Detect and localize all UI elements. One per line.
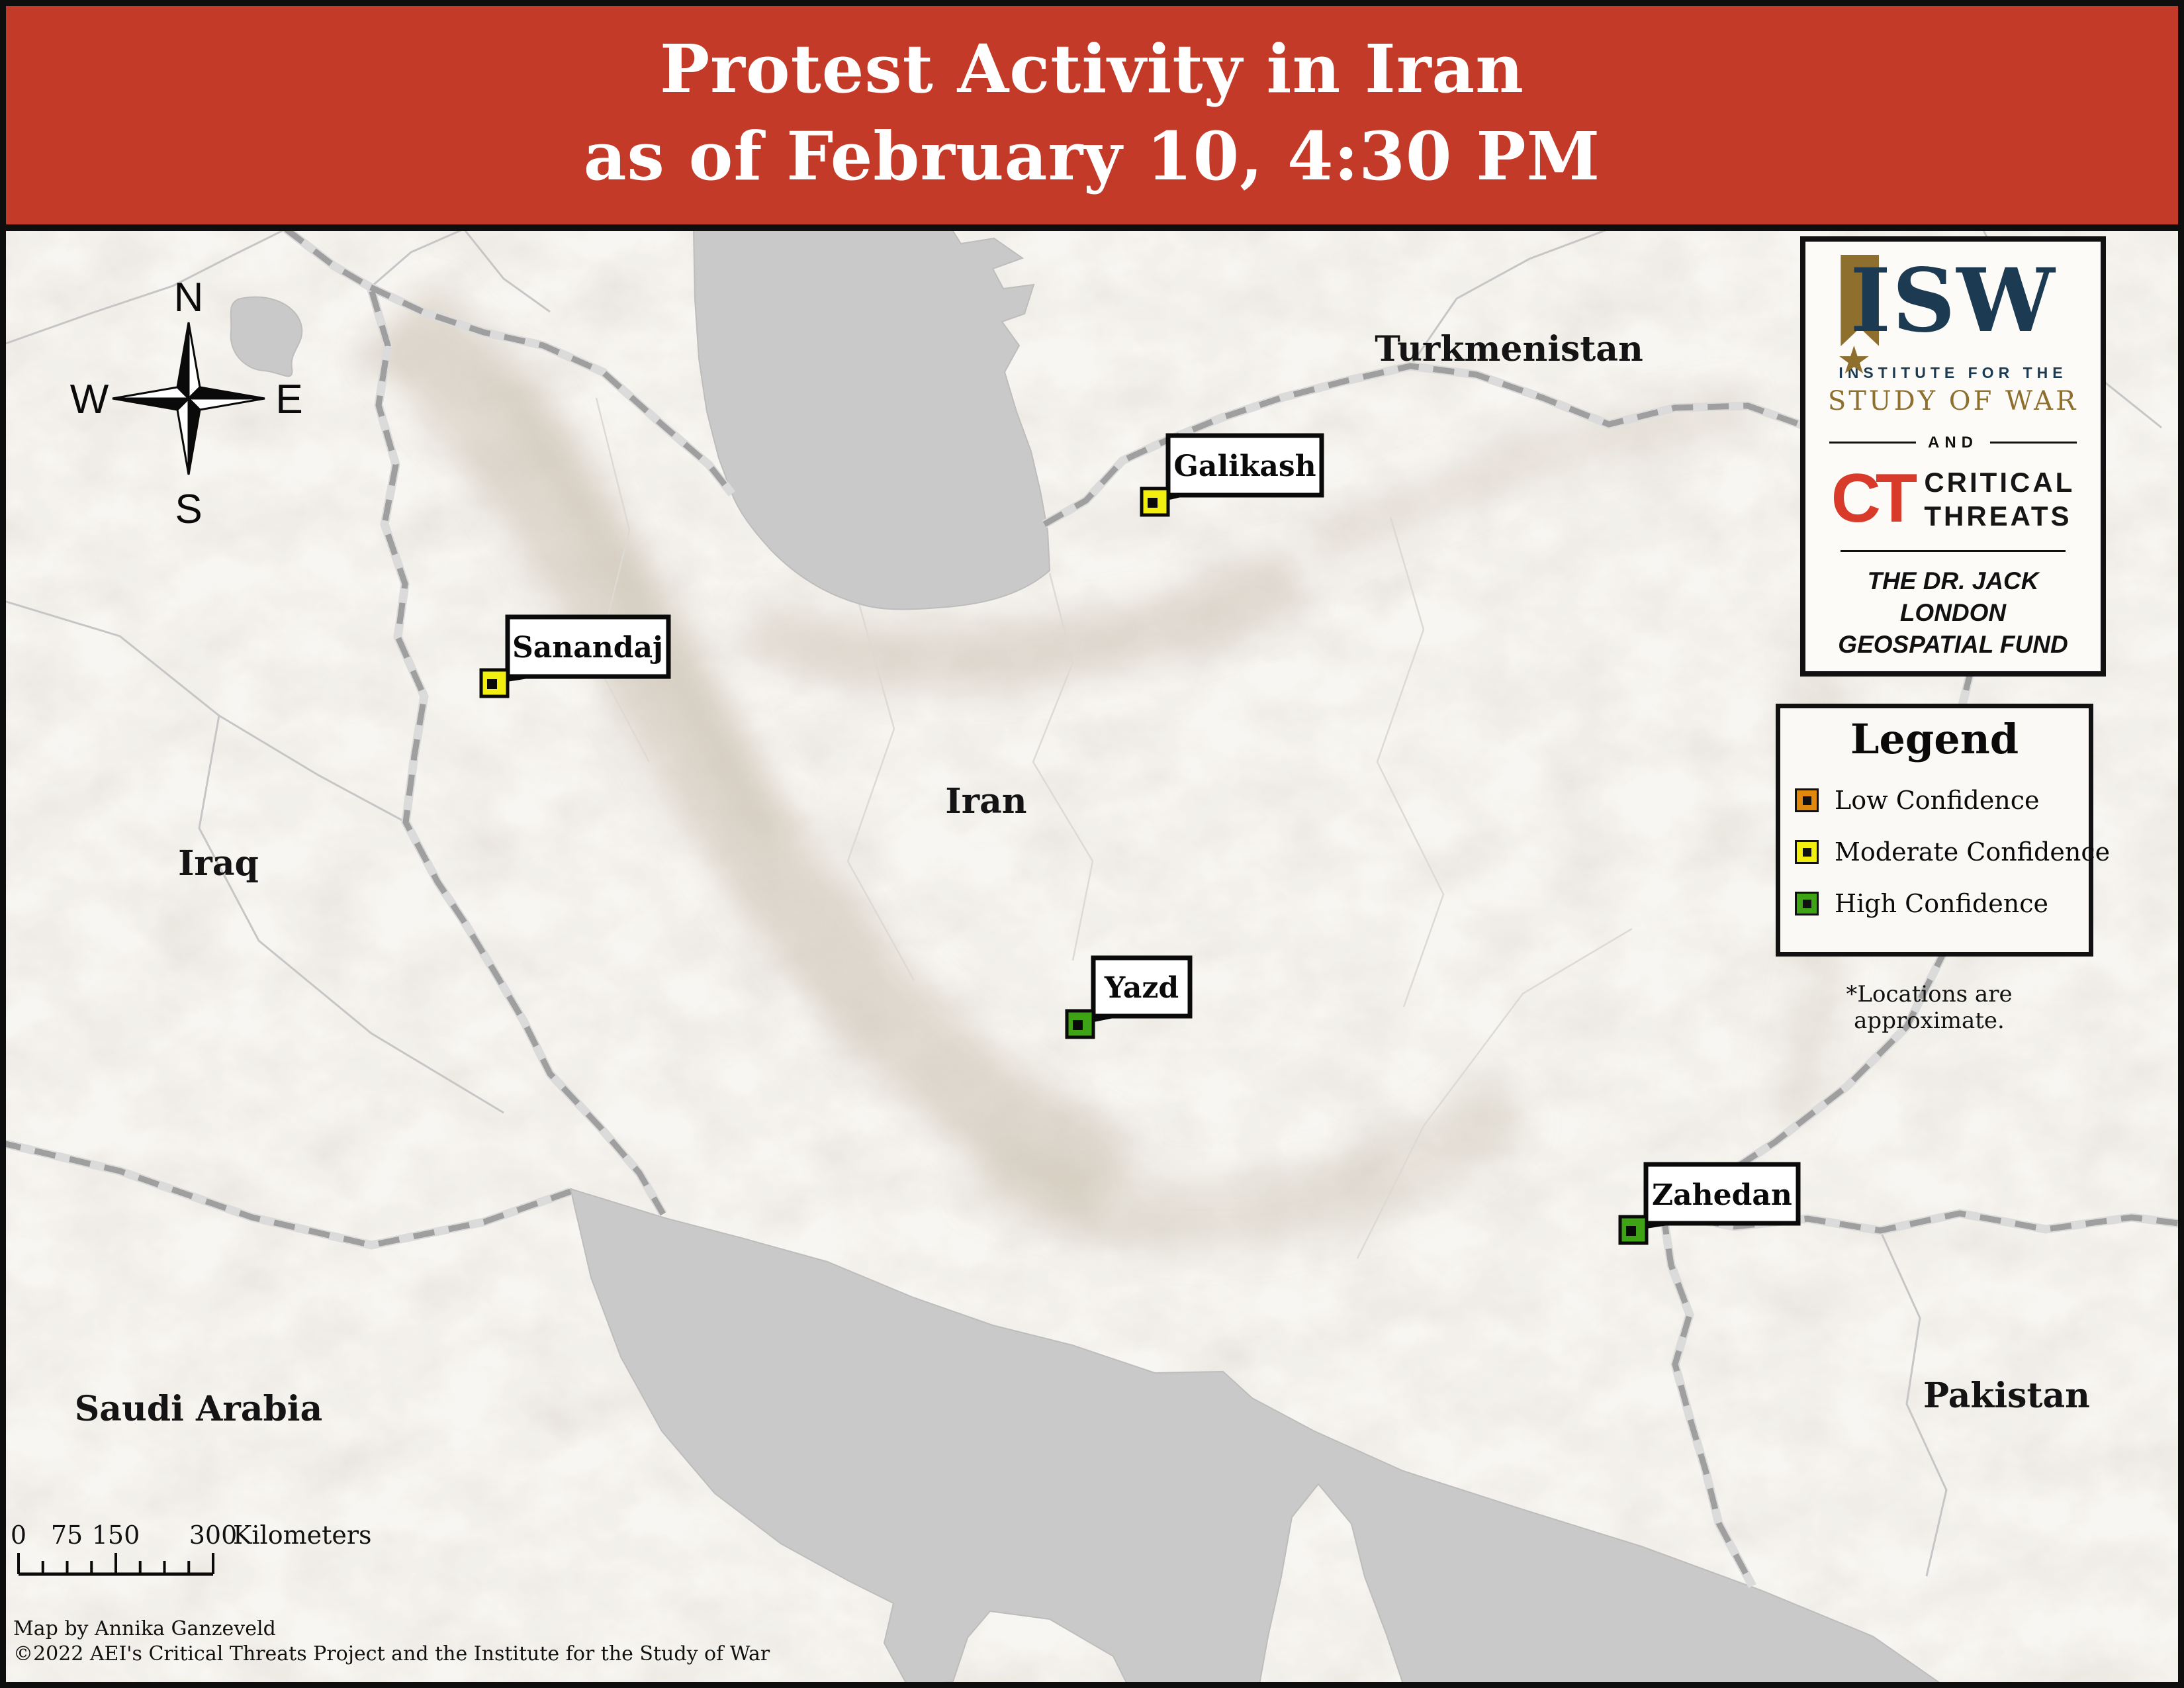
legend-label-moderate: Moderate Confidence [1835, 837, 2111, 867]
compass-e: E [275, 377, 302, 422]
low-confidence-swatch [1795, 788, 1819, 812]
divider-line [1990, 442, 2077, 444]
legend-item-moderate: Moderate Confidence [1795, 837, 2110, 867]
caspian-sea [692, 228, 1051, 610]
lake-urmia [230, 296, 303, 377]
fund-line2: GEOSPATIAL FUND [1838, 630, 2068, 658]
legend-box: Legend Low Confidence Moderate Confidenc… [1776, 704, 2110, 957]
legend-label-low: Low Confidence [1835, 786, 2040, 815]
iran-azerbaijan-border [369, 284, 735, 496]
compass-w: W [70, 377, 109, 422]
compass-s: S [175, 487, 202, 532]
scale-300: 300 [189, 1521, 238, 1550]
marker-zahedan-core [1626, 1226, 1636, 1236]
marker-group-sanandaj: Sanandaj [479, 614, 671, 698]
callout-label-galikash: Galikash [1173, 449, 1316, 483]
critical-threats-logo: CT CRITICAL THREATS [1831, 460, 2075, 538]
ct-critical-text: CRITICAL [1924, 466, 2075, 498]
callout-box-yazd [1091, 955, 1193, 1019]
label-saudi-arabia: Saudi Arabia [75, 1389, 323, 1429]
high-confidence-swatch [1795, 892, 1819, 915]
moderate-confidence-swatch [1795, 840, 1819, 864]
marker-galikash-core [1148, 498, 1158, 508]
marker-group-galikash: Galikash [1140, 433, 1324, 517]
swatch-core [1802, 796, 1811, 805]
province-borders [595, 397, 1633, 1259]
ct-threats-text: THREATS [1924, 500, 2072, 532]
marker-zahedan [1618, 1215, 1649, 1245]
fund-line1: THE DR. JACK LONDON [1867, 567, 2039, 626]
marker-yazd [1065, 1009, 1095, 1039]
marker-yazd-core [1073, 1020, 1083, 1030]
callout-label-zahedan: Zahedan [1652, 1178, 1792, 1212]
locations-note: *Locations are approximate. [1846, 981, 2013, 1034]
map-title-line2: as of February 10, 4:30 PM [583, 117, 1601, 195]
isw-ct-logo-box: ISW ★ INSTITUTE FOR THE STUDY OF WAR AND… [1800, 236, 2106, 677]
callout-label-sanandaj: Sanandaj [512, 631, 663, 665]
label-iraq: Iraq [178, 843, 259, 884]
iran-pakistan-border [1660, 1213, 1755, 1588]
iran-turkmenistan-border [1042, 363, 1955, 527]
callout-label-yazd: Yazd [1104, 971, 1179, 1005]
compass-n: N [174, 275, 204, 320]
isw-institute-text: INSTITUTE FOR THE [1839, 363, 2068, 381]
isw-wordmark: ISW [1850, 250, 2056, 352]
callout-box-zahedan [1643, 1162, 1801, 1226]
divider-line [1829, 442, 1916, 444]
swatch-core [1802, 847, 1811, 857]
map-title-line1: Protest Activity in Iran [659, 29, 1525, 108]
country-labels: Turkmenistan Iran Iraq Saudi Arabia Paki… [75, 329, 2090, 1429]
scale-bar: 0 75 150 300 Kilometers [11, 1521, 372, 1576]
credit-line1: Map by Annika Ganzeveld [13, 1617, 276, 1640]
legend-item-low: Low Confidence [1795, 786, 2077, 815]
iraq-saudi-border [0, 1139, 572, 1248]
scale-75: 75 [51, 1521, 83, 1550]
logo-divider-line [1840, 550, 2066, 552]
label-pakistan: Pakistan [1923, 1376, 2090, 1416]
marker-group-yazd: Yazd [1065, 955, 1193, 1039]
scale-150: 150 [92, 1521, 140, 1550]
scale-unit: Kilometers [233, 1521, 372, 1550]
label-iran: Iran [945, 781, 1026, 821]
and-text: AND [1928, 433, 1978, 451]
callout-box-sanandaj [505, 614, 671, 679]
logo-and-divider: AND [1829, 434, 2077, 452]
neighbor-borders [0, 228, 2162, 1577]
compass-rose: N E S W [70, 275, 303, 532]
marker-sanandaj-core [487, 679, 497, 689]
isw-study-of-war-text: STUDY OF WAR [1827, 385, 2079, 416]
isw-wordmark-row: ISW ★ [1837, 250, 2056, 379]
legend-item-high: High Confidence [1795, 889, 2077, 918]
international-borders [0, 226, 2184, 1588]
persian-gulf [569, 1188, 1948, 1688]
ct-monogram-icon: CT [1831, 460, 1918, 538]
iran-afghanistan-border [1661, 463, 1979, 1216]
swatch-core [1802, 899, 1811, 908]
legend-label-high: High Confidence [1835, 889, 2048, 918]
title-banner: Protest Activity in Iran as of February … [0, 0, 2184, 231]
scale-0: 0 [11, 1521, 26, 1550]
legend-title: Legend [1850, 715, 2019, 763]
marker-group-zahedan: Zahedan [1618, 1162, 1801, 1245]
label-turkmenistan: Turkmenistan [1375, 329, 1643, 369]
iran-iraq-border [284, 226, 666, 1216]
credit-line2: ©2022 AEI's Critical Threats Project and… [13, 1642, 770, 1665]
water-bodies [230, 228, 1948, 1688]
isw-star-icon: ★ [1837, 338, 1872, 383]
callout-box-galikash [1165, 433, 1324, 498]
